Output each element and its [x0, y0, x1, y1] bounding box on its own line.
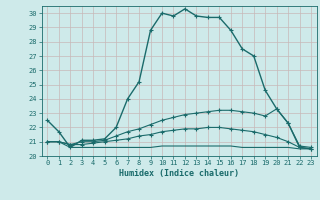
X-axis label: Humidex (Indice chaleur): Humidex (Indice chaleur) [119, 169, 239, 178]
